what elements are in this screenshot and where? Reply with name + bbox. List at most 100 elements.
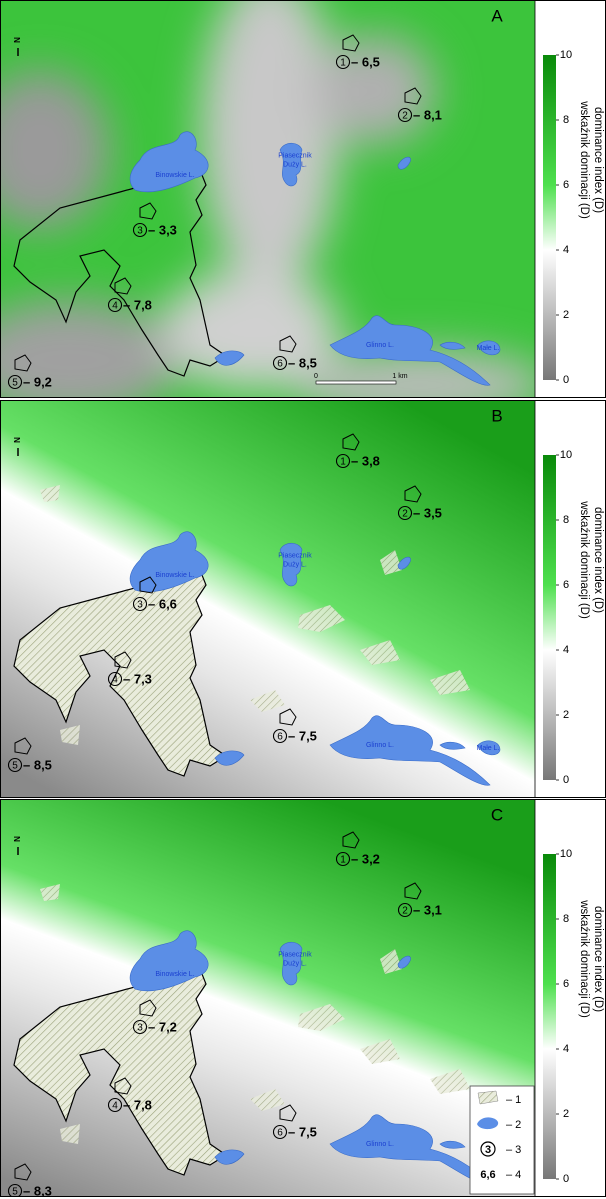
legend-swatch (477, 1090, 499, 1105)
lake (279, 941, 303, 986)
legend-symbol: 6,6 (480, 1169, 495, 1181)
colorbar-tick-label: 4 (563, 244, 569, 256)
panel-letter: C (491, 805, 503, 824)
lake-label: Glinno L. (366, 342, 394, 349)
lake (129, 930, 209, 992)
site-value: – 7,5 (288, 728, 317, 743)
site-circle (397, 902, 413, 918)
lake (214, 1149, 245, 1165)
colorbar-tick-label: 2 (563, 1108, 569, 1120)
site-circle (335, 453, 351, 469)
legend-label: – 3 (506, 1144, 521, 1156)
built-up-area (380, 550, 402, 575)
site-circle (397, 505, 413, 521)
site-circle (132, 596, 148, 612)
colorbar-tick-label: 0 (563, 774, 569, 786)
lake-label: Piasecznik (278, 951, 312, 958)
legend-label: – 4 (506, 1169, 521, 1181)
lake-label: Binowskie L. (155, 572, 194, 579)
site-value: – 8,5 (23, 757, 52, 772)
lake-label: Duży L. (283, 960, 307, 967)
colorbar-tick-label: 0 (563, 374, 569, 386)
north-arrow: N (13, 437, 22, 443)
lake (397, 955, 411, 969)
panel-letter: B (491, 406, 502, 425)
lake-label: Glinno L. (366, 742, 394, 749)
colorbar-tick-label: 10 (560, 848, 572, 860)
colorbar (543, 55, 556, 380)
site-circle (132, 1019, 148, 1035)
built-up-area (430, 1069, 470, 1094)
lake (439, 341, 466, 350)
built-up-area (60, 725, 80, 745)
north-arrow: N (13, 836, 22, 842)
legend-symbol: 3 (485, 1144, 491, 1156)
site-number: 6 (277, 359, 283, 370)
map: Binowskie L. Piasecznik Duży L. Glinno L. Ma… (0, 0, 535, 398)
lake (397, 156, 411, 170)
lake (477, 740, 501, 756)
site-circle (397, 107, 413, 123)
lake-label: Duży L. (283, 161, 307, 168)
lake-label: Piasecznik (278, 552, 312, 559)
site-circle (335, 851, 351, 867)
site-number: 1 (340, 855, 346, 866)
lake (329, 315, 491, 386)
scale-end: 1 km (392, 373, 407, 380)
colorbar-tick-label: 6 (563, 579, 569, 591)
lake-label: Małe L. (477, 345, 500, 352)
site-value: – 7,5 (288, 1124, 317, 1139)
gray-zones (0, 0, 535, 398)
site-outline (279, 335, 297, 353)
site-circle (7, 374, 23, 390)
lake (214, 350, 245, 366)
site-value: – 7,3 (123, 671, 152, 686)
colorbar-title: wskaźnik dominacji (D) (578, 500, 590, 619)
site-number: 3 (137, 226, 143, 237)
site-number: 5 (12, 378, 18, 389)
legend: – 1 – 2 3 – 3 6,6 – 4 (469, 1085, 535, 1195)
site-number: 4 (112, 675, 118, 686)
site-circle (272, 728, 288, 744)
lake-label: Binowskie L. (155, 172, 194, 179)
site-value: – 8,3 (23, 1183, 52, 1198)
site-outline (279, 1104, 297, 1122)
colorbar (543, 455, 556, 780)
lake (329, 715, 491, 786)
lake (279, 542, 303, 587)
map-panel: Binowskie L. Piasecznik Duży L. Glinno L. Ma… (0, 0, 606, 398)
site-number: 1 (340, 58, 346, 69)
site-outline (139, 999, 157, 1017)
colorbar-tick-label: 8 (563, 114, 569, 126)
site-circle (132, 222, 148, 238)
site-number: 3 (137, 600, 143, 611)
colorbar-tick-label: 4 (563, 1043, 569, 1055)
site-number: 6 (277, 1128, 283, 1139)
site-outline (342, 34, 360, 52)
city-boundary (13, 968, 228, 1176)
legend-label: – 2 (506, 1119, 521, 1131)
site-number: 5 (12, 761, 18, 772)
site-value: – 6,6 (148, 596, 177, 611)
site-outline (14, 354, 32, 372)
colorbar-title: wskaźnik dominacji (D) (578, 100, 590, 219)
site-value: – 9,2 (23, 374, 52, 389)
built-up-area (250, 690, 285, 712)
built-up-area (40, 884, 60, 901)
panel-letter: A (491, 6, 503, 25)
colorbar-tick-label: 10 (560, 49, 572, 61)
built-up-area (40, 485, 60, 502)
built-up-area (60, 1124, 80, 1144)
colorbar-title: dominance index (D) (592, 107, 604, 213)
colorbar-tick-label: 0 (563, 1173, 569, 1185)
site-value: – 3,5 (413, 505, 442, 520)
site-outline (139, 576, 157, 594)
colorbar (543, 854, 556, 1179)
site-number: 4 (112, 1101, 118, 1112)
site-value: – 3,2 (351, 851, 380, 866)
colorbar-tick-label: 8 (563, 913, 569, 925)
site-outline (279, 708, 297, 726)
site-outline (404, 87, 422, 105)
